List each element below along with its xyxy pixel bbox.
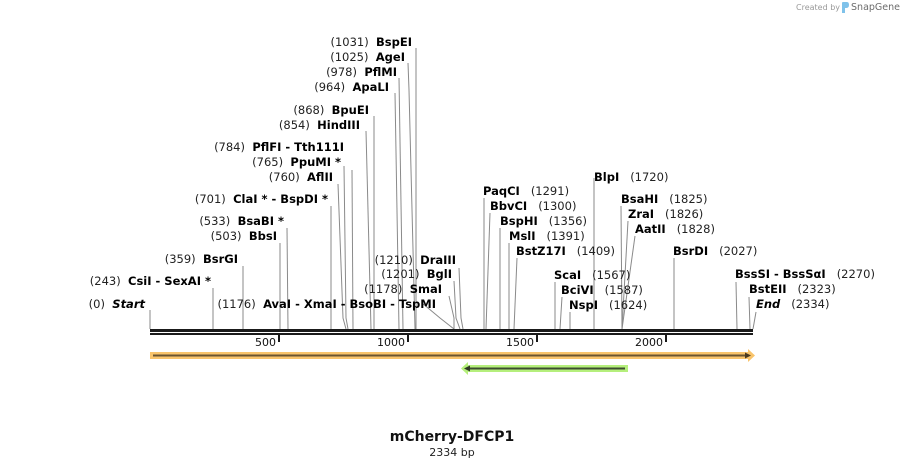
site-label-end[interactable]: End (2334) — [756, 297, 830, 311]
site-label-bsssi-bsssai[interactable]: BssSI - BssSαI (2270) — [735, 267, 875, 281]
site-label-start[interactable]: (0) Start — [88, 297, 145, 311]
site-label-draiii[interactable]: (1210) DraIII — [374, 253, 456, 267]
site-label-blpi[interactable]: BlpI (1720) — [594, 170, 669, 184]
site-label-scai[interactable]: ScaI (1567) — [554, 268, 631, 282]
snapgene-logo-icon — [842, 2, 850, 13]
site-label-hindiii[interactable]: (854) HindIII — [278, 118, 360, 132]
site-label-clai-bspdi[interactable]: (701) ClaI * - BspDI * — [194, 192, 328, 206]
site-label-bsphi[interactable]: BspHI (1356) — [500, 214, 587, 228]
site-label-zrai[interactable]: ZraI (1826) — [628, 207, 704, 221]
site-label-bsahi[interactable]: BsaHI (1825) — [621, 192, 708, 206]
site-label-aflii[interactable]: (760) AflII — [268, 170, 333, 184]
snapgene-credit: Created by SnapGene — [796, 2, 900, 13]
site-label-msli[interactable]: MslI (1391) — [509, 229, 585, 243]
ruler — [150, 329, 753, 342]
site-label-bstz17i[interactable]: BstZ17I (1409) — [516, 244, 615, 258]
site-label-bspei[interactable]: (1031) BspEI — [330, 35, 412, 49]
ruler-tick-500: 500 — [255, 336, 276, 349]
credit-brand: SnapGene — [851, 2, 900, 13]
site-label-pflmi[interactable]: (978) PflMI — [326, 65, 397, 79]
site-label-aatii[interactable]: AatII (1828) — [635, 222, 715, 236]
orange-feature-arrow[interactable] — [150, 349, 755, 362]
site-connectors — [149, 48, 757, 330]
site-label-bbsi[interactable]: (503) BbsI — [210, 229, 277, 243]
site-label-bsteii[interactable]: BstEII (2323) — [749, 282, 836, 296]
site-label-bcivi[interactable]: BciVI (1587) — [561, 283, 643, 297]
ruler-tick-1500: 1500 — [506, 336, 534, 349]
green-feature-arrow[interactable] — [461, 362, 628, 375]
site-label-nspi[interactable]: NspI (1624) — [569, 298, 648, 312]
site-label-agei[interactable]: (1025) AgeI — [330, 50, 405, 64]
site-label-paqci[interactable]: PaqCI (1291) — [483, 184, 570, 198]
site-label-bgli[interactable]: (1201) BglI — [381, 267, 452, 281]
site-label-smai[interactable]: (1178) SmaI — [364, 282, 442, 296]
site-label-avai-xmai-bsobi-tspmi[interactable]: (1176) AvaI - XmaI - BsoBI - TspMI — [217, 297, 437, 311]
site-label-bsrgi[interactable]: (359) BsrGI — [164, 252, 238, 266]
credit-prefix: Created by — [796, 3, 841, 12]
site-label-ppumi[interactable]: (765) PpuMI * — [252, 155, 341, 169]
site-label-bsabi[interactable]: (533) BsaBI * — [199, 214, 284, 228]
site-label-csii-sexai[interactable]: (243) CsiI - SexAI * — [89, 274, 211, 288]
site-label-bbvci[interactable]: BbvCI (1300) — [490, 199, 577, 213]
ruler-tick-1000: 1000 — [377, 336, 405, 349]
site-label-apali[interactable]: (964) ApaLI — [314, 80, 389, 94]
site-label-bpuei[interactable]: (868) BpuEI — [293, 103, 369, 117]
map-length: 2334 bp — [429, 446, 475, 459]
site-label-bsrdi[interactable]: BsrDI (2027) — [673, 244, 758, 258]
ruler-tick-2000: 2000 — [635, 336, 663, 349]
site-label-pflfi-tth111i[interactable]: (784) PflFI - Tth111I — [214, 140, 344, 154]
map-title: mCherry-DFCP1 — [389, 429, 515, 445]
